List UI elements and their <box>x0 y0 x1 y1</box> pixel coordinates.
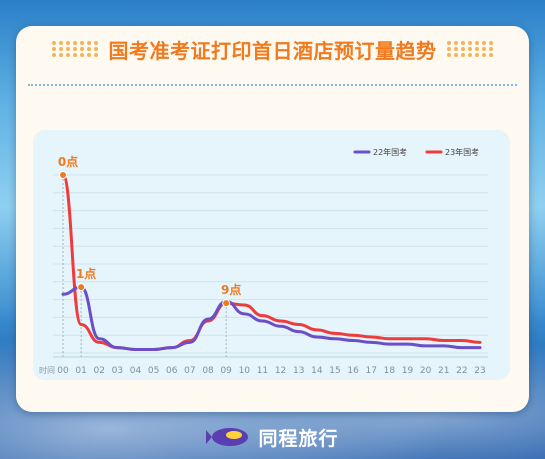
annotation-point <box>59 171 67 179</box>
annotation-guides <box>62 175 227 357</box>
title-row: 国考准考证打印首日酒店预订量趋势 <box>0 34 545 64</box>
x-tick-label: 00 <box>57 366 69 376</box>
x-tick-label: 04 <box>130 366 142 376</box>
x-tick-labels: 00 01 02 03 04 05 06 07 08 09 10 11 12 13 14 15 16 17 18 19… <box>57 366 485 376</box>
x-tick-label: 05 <box>148 366 159 376</box>
x-tick-label: 09 <box>220 366 232 376</box>
annotation-label: 0点 <box>58 154 78 169</box>
x-tick-label: 17 <box>365 366 376 376</box>
legend-label: 23年国考 <box>445 147 479 157</box>
annotation-label: 9点 <box>221 282 241 297</box>
x-tick-label: 18 <box>384 366 396 376</box>
x-tick-label: 21 <box>438 366 449 376</box>
annotation-markers: 0点 1点 9点 <box>58 154 241 308</box>
x-tick-label: 02 <box>94 366 105 376</box>
brand-logo: 同程旅行 <box>0 422 545 452</box>
x-tick-label: 01 <box>75 366 86 376</box>
x-tick-label: 14 <box>311 366 323 376</box>
x-tick-label: 07 <box>184 366 195 376</box>
x-tick-label: 11 <box>257 366 268 376</box>
annotation-point <box>77 283 86 292</box>
series-lines <box>61 173 482 351</box>
x-tick-label: 16 <box>347 366 359 376</box>
x-tick-label: 03 <box>112 366 123 376</box>
x-tick-label: 06 <box>166 366 178 376</box>
title-divider <box>28 84 517 86</box>
page-title: 国考准考证打印首日酒店预订量趋势 <box>108 38 437 63</box>
x-tick-label: 12 <box>275 366 286 376</box>
x-tick-label: 23 <box>474 366 485 376</box>
decorative-dots-left <box>51 41 99 57</box>
x-tick-label: 22 <box>456 366 467 376</box>
legend: 22年国考 23年国考 <box>353 147 479 157</box>
grid-lines <box>53 174 488 358</box>
x-tick-label: 20 <box>420 366 432 376</box>
x-tick-label: 10 <box>239 366 251 376</box>
brand-name: 同程旅行 <box>258 427 339 450</box>
x-tick-label: 13 <box>293 366 304 376</box>
x-tick-label: 15 <box>329 366 340 376</box>
x-axis-prefix-label: 时间 <box>39 365 55 375</box>
legend-label: 22年国考 <box>373 147 407 157</box>
x-tick-label: 08 <box>202 366 214 376</box>
blimp-logo-icon <box>206 428 249 446</box>
decorative-dots-right <box>446 41 494 57</box>
annotation-label: 1点 <box>76 266 96 281</box>
annotation-point <box>222 299 231 308</box>
series-line <box>61 285 482 351</box>
x-tick-label: 19 <box>402 366 414 376</box>
